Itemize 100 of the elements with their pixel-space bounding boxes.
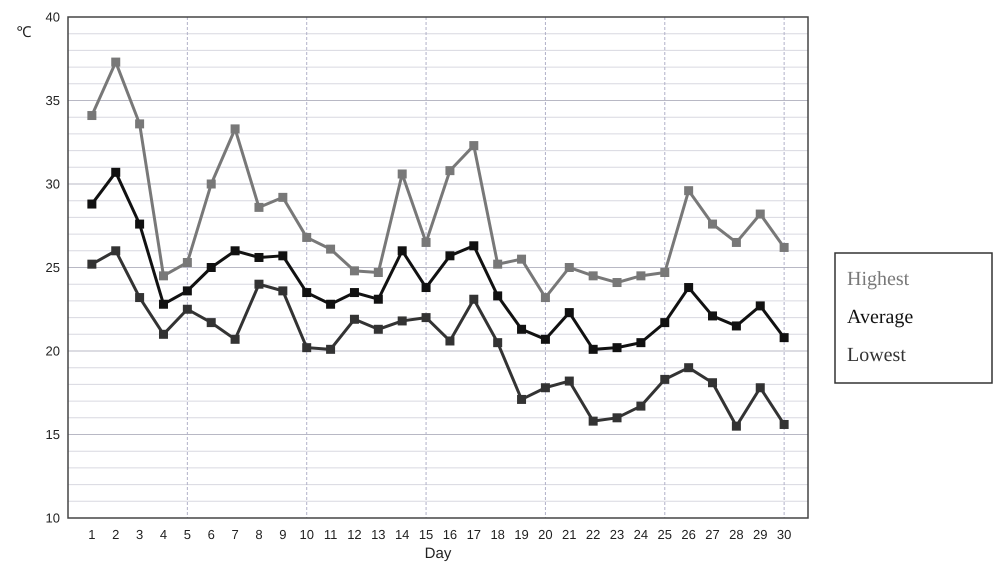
point: [111, 168, 120, 177]
x-tick-label: 4: [160, 527, 168, 542]
point: [302, 343, 312, 352]
x-tick-label: 28: [729, 527, 744, 542]
y-tick-label: 10: [46, 510, 60, 526]
x-tick-label: 14: [394, 527, 410, 542]
text: Highest: [847, 268, 910, 290]
x-tick-label: 17: [466, 527, 482, 542]
point: [588, 271, 598, 280]
x-tick-label: 8: [255, 527, 263, 542]
point: [135, 119, 144, 128]
point: [326, 244, 336, 254]
point: [230, 246, 240, 256]
point: [588, 344, 598, 354]
y-axis-title: ℃: [16, 25, 32, 41]
point: [278, 286, 288, 296]
x-tick-label: 7: [231, 527, 239, 542]
point: [517, 324, 526, 334]
x-tick-label: 21: [562, 527, 577, 542]
point: [612, 413, 622, 422]
text: Average: [847, 306, 914, 328]
point: [469, 141, 478, 150]
x-tick-label: 20: [538, 527, 553, 542]
point: [374, 268, 383, 278]
point: [684, 363, 694, 372]
x-tick-label: 1: [88, 527, 96, 542]
point: [302, 232, 312, 242]
point: [564, 263, 574, 272]
point: [756, 210, 765, 219]
point: [588, 416, 598, 426]
point: [182, 258, 192, 267]
point: [111, 58, 120, 67]
point: [684, 283, 694, 292]
text: Lowest: [847, 344, 906, 366]
point: [612, 343, 622, 352]
point: [374, 294, 383, 304]
y-tick-label: 15: [46, 427, 60, 442]
point: [684, 186, 694, 196]
x-tick-label: 30: [776, 527, 792, 542]
point: [780, 333, 789, 342]
point: [398, 246, 407, 256]
point: [111, 246, 120, 256]
point: [708, 220, 718, 229]
x-tick-label: 13: [371, 527, 386, 542]
point: [636, 402, 646, 411]
point: [278, 192, 288, 202]
x-tick-label: 6: [208, 527, 215, 542]
x-tick-label: 2: [112, 527, 120, 542]
point: [422, 313, 431, 322]
point: [469, 294, 478, 304]
point: [135, 220, 144, 229]
point: [780, 420, 789, 429]
point: [326, 344, 336, 354]
point: [158, 330, 168, 339]
y-tick-label: 20: [46, 344, 60, 359]
point: [398, 316, 407, 326]
point: [732, 321, 741, 330]
point: [254, 280, 264, 289]
x-tick-label: 9: [279, 527, 286, 542]
x-tick-label: 5: [184, 527, 191, 542]
point: [374, 324, 383, 334]
point: [278, 251, 288, 260]
point: [612, 278, 622, 288]
point: [732, 422, 741, 431]
y-tick-label: 25: [46, 260, 60, 276]
point: [158, 300, 168, 309]
x-tick-label: 12: [347, 527, 362, 542]
x-tick-label: 27: [705, 527, 720, 542]
point: [708, 378, 718, 388]
point: [326, 300, 336, 309]
y-tick-label: 30: [46, 176, 60, 192]
y-tick-label: 40: [46, 10, 60, 25]
point: [493, 291, 502, 300]
point: [158, 271, 168, 280]
point: [350, 314, 359, 324]
point: [398, 169, 407, 178]
point: [780, 242, 789, 252]
point: [350, 288, 359, 298]
point: [540, 383, 550, 392]
point: [660, 318, 670, 328]
point: [206, 263, 216, 272]
point: [206, 318, 216, 328]
point: [422, 238, 431, 247]
point: [469, 241, 478, 250]
point: [493, 338, 502, 348]
x-tick-label: 3: [136, 527, 144, 542]
point: [660, 268, 670, 278]
x-tick-label: 26: [681, 527, 696, 542]
point: [87, 111, 96, 120]
x-tick-label: 10: [299, 527, 314, 542]
point: [660, 374, 670, 384]
point: [230, 334, 240, 344]
x-tick-label: 29: [753, 527, 768, 542]
x-tick-label: 24: [634, 527, 648, 542]
point: [302, 288, 312, 298]
point: [445, 166, 454, 176]
point: [445, 251, 454, 260]
point: [254, 252, 264, 262]
point: [182, 304, 192, 314]
x-tick-label: 16: [442, 527, 458, 542]
